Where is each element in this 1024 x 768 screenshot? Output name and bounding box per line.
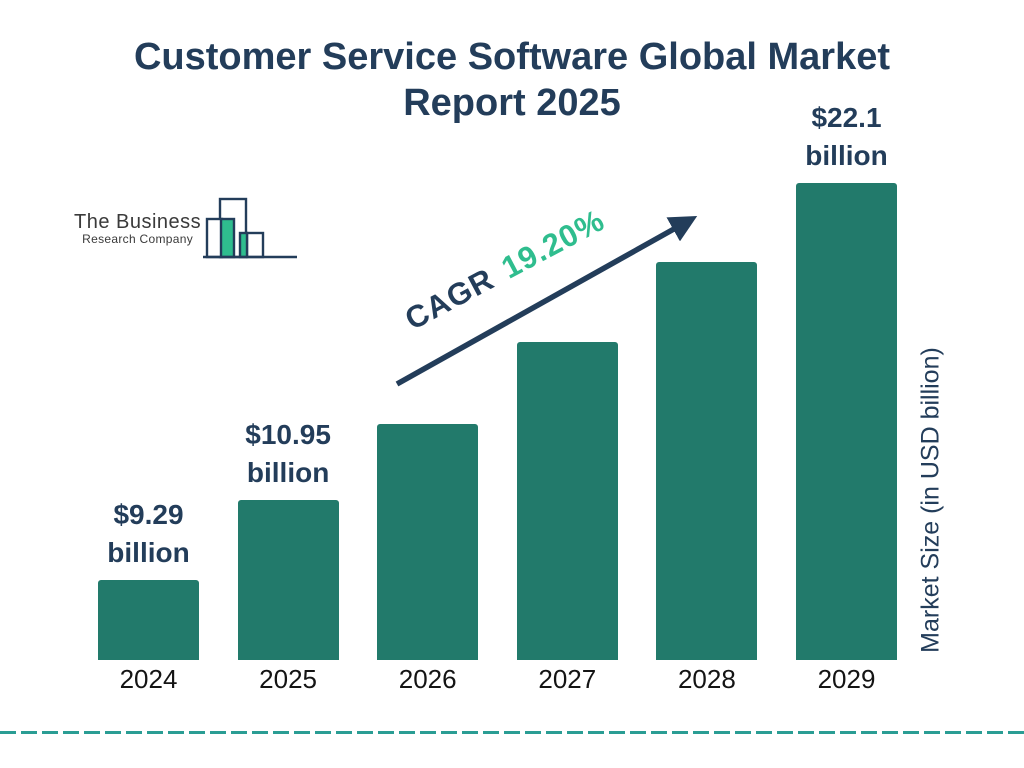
value-label-2025: $10.95 billion — [198, 416, 378, 492]
page-title-line-2: Report 2025 — [403, 82, 621, 124]
x-tick-2029: 2029 — [817, 664, 876, 694]
x-tick-2025: 2025 — [259, 664, 318, 694]
page-title-line-1: Customer Service Software Global Market — [133, 36, 891, 78]
value-label-amount: $9.29 — [113, 499, 184, 530]
bar-2024 — [98, 580, 199, 660]
value-label-amount: $10.95 — [245, 419, 331, 450]
x-tick-2028: 2028 — [677, 664, 736, 694]
value-label-unit: billion — [107, 537, 190, 568]
bar-2029 — [796, 183, 897, 660]
x-tick-2024: 2024 — [119, 664, 178, 694]
bar-2028 — [656, 262, 758, 660]
bar-2027 — [516, 342, 618, 660]
bar-2025 — [237, 500, 339, 660]
company-logo: The Business Research Company — [74, 196, 299, 260]
company-logo-text: The Business Research Company — [74, 211, 201, 260]
value-label-unit: billion — [246, 457, 330, 488]
bar-chart-logo-icon — [203, 197, 298, 259]
y-axis-label: Market Size (in USD billion) — [916, 347, 945, 653]
value-label-unit: billion — [805, 140, 888, 171]
x-tick-2027: 2027 — [538, 664, 597, 694]
bar-2026 — [377, 424, 479, 660]
value-label-2024: $9.29 billion — [59, 496, 239, 572]
bottom-dashed-divider — [0, 731, 1024, 734]
value-label-2029: $22.1 billion — [757, 99, 937, 175]
value-label-amount: $22.1 — [811, 102, 882, 133]
logo-name-line-2: Research Company — [82, 232, 194, 246]
x-tick-2026: 2026 — [398, 664, 457, 694]
logo-name-line-1: The Business — [74, 211, 202, 233]
page-title: Customer Service Software Global Market … — [0, 34, 1024, 126]
